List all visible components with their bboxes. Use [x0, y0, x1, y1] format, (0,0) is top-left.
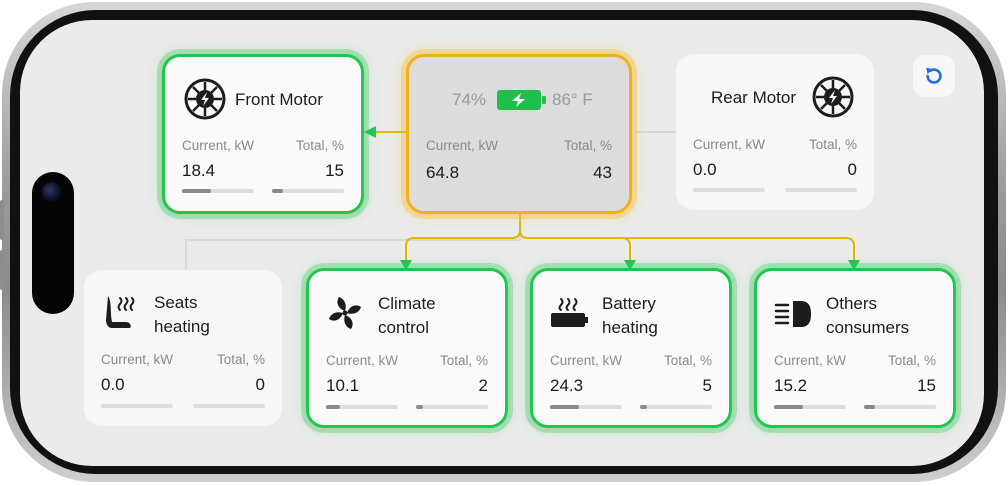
- current-bar-fill: [774, 405, 803, 409]
- total-value: 0: [255, 375, 265, 394]
- current-label: Current, kW: [326, 353, 399, 368]
- current-label: Current, kW: [426, 138, 499, 153]
- power-source-card[interactable]: 74% 86° F Current, kW Total, % 64.8 43: [406, 54, 632, 214]
- climate-control-card[interactable]: Climate control Current, kW Total, % 10.…: [306, 268, 508, 428]
- others-consumers-card[interactable]: Others consumers Current, kW Total, % 15…: [754, 268, 956, 428]
- total-bar: [416, 405, 488, 409]
- total-label: Total, %: [295, 138, 344, 153]
- climate-arrow: [400, 260, 412, 270]
- side-button: [0, 200, 4, 240]
- total-bar-fill: [640, 405, 648, 409]
- motor-icon: [184, 78, 226, 120]
- total-bar: [864, 405, 936, 409]
- seats-connector: [185, 214, 521, 270]
- refresh-button[interactable]: [913, 55, 955, 97]
- total-value: 0: [847, 160, 857, 179]
- seats-heating-card[interactable]: Seats heating Current, kW Total, % 0.0 0: [84, 270, 282, 426]
- battery-heating-card[interactable]: Battery heating Current, kW Total, % 24.…: [530, 268, 732, 428]
- current-value: 0.0: [693, 160, 717, 179]
- others-connector: [620, 237, 855, 262]
- total-label: Total, %: [563, 138, 612, 153]
- battery-heating-connector: [519, 229, 631, 262]
- total-value: 5: [702, 376, 712, 395]
- front-motor-arrow: [364, 126, 376, 138]
- battery-percent: 74%: [452, 90, 487, 109]
- current-bar: [182, 189, 254, 193]
- seat-heating-icon: [106, 296, 135, 328]
- total-bar: [272, 189, 344, 193]
- fan-icon: [329, 297, 361, 329]
- current-bar: [550, 405, 622, 409]
- others-arrow: [848, 260, 860, 270]
- current-bar: [774, 405, 846, 409]
- current-label: Current, kW: [101, 352, 174, 367]
- climate-connector: [405, 214, 521, 262]
- seats-heating-title-line1: Seats: [154, 293, 198, 312]
- camera-icon: [42, 182, 62, 202]
- current-value: 24.3: [550, 376, 584, 395]
- current-label: Current, kW: [550, 353, 623, 368]
- total-label: Total, %: [887, 353, 936, 368]
- current-bar: [693, 188, 765, 192]
- current-label: Current, kW: [182, 138, 255, 153]
- current-value: 18.4: [182, 161, 216, 180]
- total-label: Total, %: [439, 353, 488, 368]
- rear-motor-title: Rear Motor: [711, 88, 797, 107]
- current-bar-fill: [326, 405, 341, 409]
- current-label: Current, kW: [774, 353, 847, 368]
- current-bar-fill: [550, 405, 579, 409]
- total-label: Total, %: [663, 353, 712, 368]
- total-value: 15: [325, 161, 344, 180]
- headlight-icon: [774, 301, 811, 327]
- climate-control-title-line2: control: [378, 318, 430, 337]
- total-bar-fill: [864, 405, 875, 409]
- battery-charging-icon: [497, 90, 546, 110]
- total-bar: [785, 188, 857, 192]
- others-consumers-title-line2: consumers: [826, 318, 910, 337]
- seats-heating-title-line2: heating: [154, 317, 210, 336]
- current-value: 15.2: [774, 376, 808, 395]
- side-button: [0, 250, 4, 290]
- battery-heating-icon: [551, 298, 588, 327]
- total-bar-fill: [416, 405, 424, 409]
- battery-heating-title-line1: Battery: [602, 294, 656, 313]
- total-label: Total, %: [216, 352, 265, 367]
- climate-control-title-line1: Climate: [378, 294, 436, 313]
- current-bar: [101, 404, 173, 408]
- total-value: 15: [917, 376, 936, 395]
- camera-island: [32, 172, 74, 314]
- temperature: 86° F: [552, 90, 593, 109]
- current-bar-fill: [182, 189, 211, 193]
- total-bar: [640, 405, 712, 409]
- total-label: Total, %: [808, 137, 857, 152]
- front-motor-title: Front Motor: [235, 90, 323, 109]
- motor-icon: [812, 76, 854, 118]
- current-value: 0.0: [101, 375, 125, 394]
- total-bar: [193, 404, 265, 408]
- current-bar: [326, 405, 398, 409]
- total-value: 43: [593, 163, 612, 182]
- total-bar-fill: [272, 189, 283, 193]
- battery-heating-arrow: [624, 260, 636, 270]
- current-label: Current, kW: [693, 137, 766, 152]
- current-value: 64.8: [426, 163, 460, 182]
- others-consumers-title-line1: Others: [826, 294, 878, 313]
- battery-heating-title-line2: heating: [602, 318, 658, 337]
- rear-motor-card[interactable]: Rear Motor Current, kW Total, % 0.0 0: [676, 54, 874, 210]
- current-value: 10.1: [326, 376, 360, 395]
- front-motor-card[interactable]: Front Motor Current, kW Total, % 18.4 15: [162, 54, 364, 214]
- total-value: 2: [478, 376, 488, 395]
- refresh-icon: [926, 67, 942, 84]
